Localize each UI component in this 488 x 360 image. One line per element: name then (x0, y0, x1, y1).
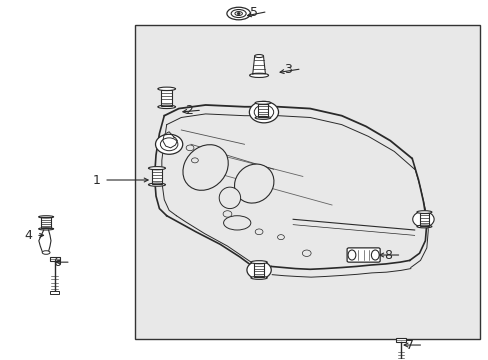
Circle shape (255, 229, 263, 235)
Ellipse shape (223, 216, 250, 230)
Ellipse shape (255, 102, 270, 104)
Bar (419, 213, 428, 226)
Ellipse shape (250, 276, 267, 279)
Circle shape (191, 158, 198, 163)
Circle shape (186, 145, 194, 151)
Bar (135, 24, 479, 339)
Ellipse shape (249, 73, 268, 77)
FancyBboxPatch shape (395, 338, 405, 342)
Ellipse shape (416, 211, 431, 213)
Ellipse shape (183, 145, 228, 190)
Bar (151, 169, 162, 184)
Ellipse shape (39, 216, 54, 218)
Ellipse shape (254, 55, 263, 58)
Ellipse shape (255, 116, 270, 119)
Text: 5: 5 (250, 6, 258, 19)
Ellipse shape (249, 102, 278, 123)
Ellipse shape (226, 7, 250, 20)
Bar (253, 263, 264, 277)
Text: 8: 8 (383, 248, 391, 261)
Bar (257, 104, 267, 117)
Ellipse shape (160, 138, 178, 151)
Ellipse shape (158, 105, 175, 109)
Text: 3: 3 (284, 63, 292, 76)
Bar (419, 213, 428, 226)
Ellipse shape (219, 187, 240, 208)
Ellipse shape (371, 250, 378, 260)
Text: 2: 2 (184, 104, 192, 117)
Text: 7: 7 (405, 338, 413, 351)
Ellipse shape (158, 87, 175, 91)
FancyBboxPatch shape (50, 291, 59, 294)
Ellipse shape (412, 211, 433, 227)
Ellipse shape (231, 9, 245, 18)
Ellipse shape (254, 105, 273, 119)
Ellipse shape (39, 228, 54, 230)
Ellipse shape (234, 164, 273, 203)
Bar (257, 104, 267, 117)
Ellipse shape (347, 250, 355, 260)
Ellipse shape (155, 134, 183, 154)
Polygon shape (163, 132, 177, 148)
Ellipse shape (148, 183, 165, 186)
Circle shape (277, 235, 284, 240)
Bar (253, 263, 264, 277)
Ellipse shape (148, 167, 165, 170)
Ellipse shape (250, 261, 267, 264)
Circle shape (223, 211, 231, 217)
Circle shape (302, 250, 310, 256)
Polygon shape (252, 56, 265, 74)
Text: 4: 4 (24, 229, 32, 242)
Circle shape (237, 13, 240, 15)
Ellipse shape (246, 261, 271, 279)
Bar (161, 90, 172, 106)
Ellipse shape (416, 225, 431, 228)
FancyBboxPatch shape (346, 248, 379, 262)
Text: 1: 1 (92, 174, 100, 186)
FancyBboxPatch shape (50, 257, 60, 261)
Bar (161, 90, 172, 106)
Ellipse shape (234, 12, 242, 15)
Ellipse shape (42, 251, 50, 254)
Bar (151, 169, 162, 184)
Bar (41, 217, 51, 228)
Bar (41, 217, 51, 228)
Text: 6: 6 (53, 256, 61, 269)
